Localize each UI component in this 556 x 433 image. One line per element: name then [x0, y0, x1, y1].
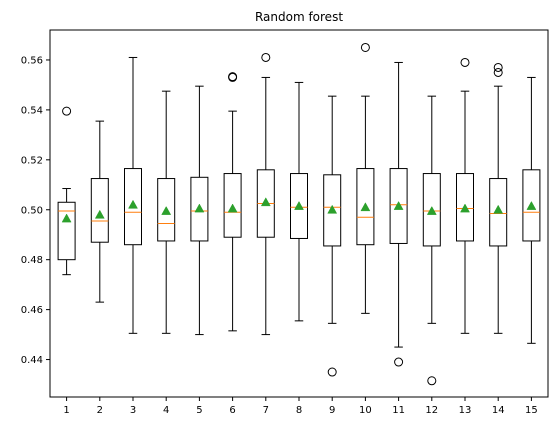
y-tick-label: 0.48	[21, 255, 43, 266]
box-iqr	[190, 176, 209, 242]
box-iqr	[90, 178, 109, 243]
x-tick-label: 1	[63, 405, 69, 416]
y-tick-label: 0.54	[21, 105, 43, 116]
outlier-point	[62, 106, 72, 116]
outlier-point	[460, 57, 470, 67]
box-group-4	[157, 90, 176, 334]
mean-marker	[460, 203, 470, 213]
box-group-13	[456, 57, 474, 334]
x-tick-label: 13	[459, 405, 472, 416]
mean-marker	[260, 197, 271, 207]
box-group-15	[522, 76, 541, 344]
mean-marker	[161, 205, 172, 215]
y-tick-label: 0.56	[21, 55, 43, 66]
x-tick-label: 2	[97, 405, 103, 416]
box-group-6	[223, 72, 242, 332]
x-tick-label: 5	[196, 405, 202, 416]
box-group-12	[422, 95, 441, 386]
y-tick-label: 0.46	[21, 305, 43, 316]
box-iqr	[422, 173, 441, 247]
x-tick-label: 14	[492, 405, 505, 416]
x-tick-label: 6	[229, 405, 235, 416]
mean-marker	[393, 200, 404, 210]
box-iqr	[124, 168, 142, 246]
mean-marker	[194, 203, 205, 213]
x-tick-label: 7	[263, 405, 269, 416]
box-iqr	[356, 168, 375, 246]
box-group-11	[389, 61, 408, 367]
outlier-point	[228, 72, 238, 82]
box-group-3	[124, 56, 142, 334]
box-group-2	[90, 120, 109, 303]
box-group-9	[323, 95, 342, 377]
box-group-8	[290, 81, 308, 322]
outlier-point	[261, 52, 271, 62]
box-iqr	[323, 174, 342, 247]
mean-marker	[493, 204, 504, 214]
mean-marker	[128, 199, 138, 209]
outlier-point	[327, 367, 337, 377]
box-iqr	[389, 168, 408, 244]
mean-marker	[327, 204, 338, 214]
box-iqr	[223, 173, 242, 238]
mean-marker	[94, 209, 105, 219]
plot-marks	[57, 42, 541, 386]
outlier-point	[394, 357, 404, 367]
x-axis: 1 2 3 4 5 6 7 8 9 10 11 12 13 14 15	[63, 397, 538, 416]
outlier-point	[493, 62, 503, 72]
box-group-7	[256, 52, 275, 336]
outlier-point	[360, 42, 370, 52]
box-group-5	[190, 85, 209, 336]
box-group-10	[356, 42, 375, 314]
mean-marker	[61, 213, 72, 223]
y-axis: 0.44 0.46 0.48 0.50 0.52 0.54 0.56	[21, 55, 50, 366]
mean-marker	[360, 202, 371, 212]
y-tick-label: 0.44	[21, 355, 43, 366]
box-group-14	[489, 62, 508, 334]
x-tick-label: 11	[392, 405, 405, 416]
x-tick-label: 10	[359, 405, 372, 416]
chart-title: Random forest	[255, 10, 343, 24]
box-iqr	[456, 173, 474, 242]
y-tick-label: 0.50	[21, 205, 43, 216]
outlier-point	[493, 67, 503, 77]
x-tick-label: 9	[329, 405, 335, 416]
x-tick-label: 8	[296, 405, 302, 416]
box-iqr	[157, 178, 176, 242]
x-tick-label: 3	[130, 405, 136, 416]
mean-marker	[227, 203, 238, 213]
box-iqr	[57, 201, 76, 261]
x-tick-label: 15	[525, 405, 538, 416]
mean-marker	[426, 205, 437, 215]
mean-marker	[526, 200, 537, 210]
x-tick-label: 12	[425, 405, 438, 416]
mean-marker	[294, 200, 304, 210]
box-group-1	[57, 106, 76, 276]
box-iqr	[489, 178, 508, 247]
y-tick-label: 0.52	[21, 155, 43, 166]
x-tick-label: 4	[163, 405, 169, 416]
box-iqr	[522, 169, 541, 242]
outlier-point	[427, 376, 437, 386]
box-iqr	[290, 173, 308, 239]
